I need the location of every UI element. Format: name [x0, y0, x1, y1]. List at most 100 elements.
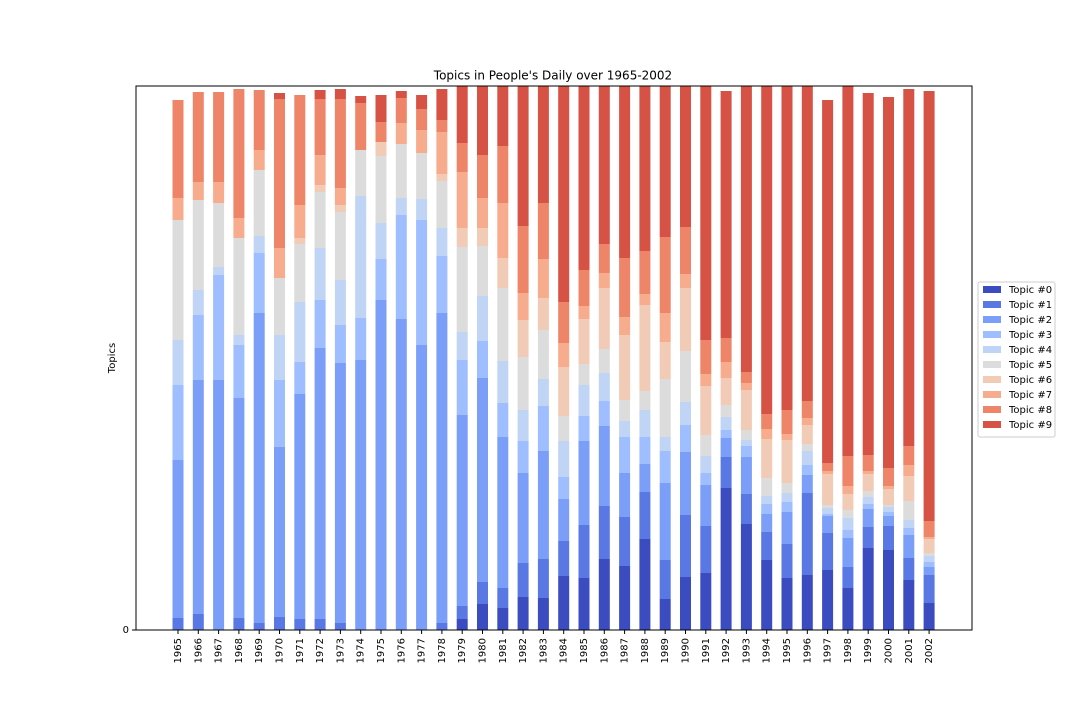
- bar-segment: [172, 618, 184, 630]
- legend-swatch: [983, 376, 1001, 383]
- x-tick-label: 1970: [275, 638, 286, 663]
- legend-label: Topic #9: [1008, 420, 1052, 431]
- bar-segment: [314, 348, 326, 619]
- legend-label: Topic #4: [1008, 345, 1052, 356]
- bar-segment: [883, 505, 894, 507]
- x-tick-label: 1977: [417, 638, 428, 663]
- x-tick-label: 1984: [559, 638, 570, 663]
- bar-segment: [700, 86, 712, 340]
- bar-segment: [314, 90, 326, 99]
- bar-segment: [497, 403, 509, 437]
- bar-segment: [578, 319, 590, 364]
- bar-segment: [375, 95, 387, 122]
- bar-segment: [375, 142, 387, 156]
- bar-segment: [578, 306, 590, 319]
- bar-segment: [720, 338, 732, 362]
- bar-segment: [294, 619, 306, 630]
- bar-segment: [781, 410, 793, 434]
- x-tick-label: 2001: [904, 638, 915, 663]
- bar-segment: [537, 203, 549, 259]
- bar-segment: [761, 439, 773, 478]
- bar-segment: [619, 400, 631, 421]
- bar-segment: [578, 525, 590, 578]
- bar-segment: [903, 520, 915, 528]
- bar-segment: [578, 416, 590, 441]
- bar-segment: [761, 514, 773, 532]
- x-tick-label: 1997: [823, 638, 834, 663]
- bar-segment: [334, 89, 346, 99]
- bar-segment: [680, 452, 691, 515]
- bar-segment: [842, 494, 854, 510]
- bar-segment: [314, 185, 326, 192]
- bar-segment: [436, 228, 448, 256]
- bar-segment: [334, 212, 346, 280]
- bar-segment: [213, 275, 225, 380]
- bar-segment: [497, 146, 509, 203]
- legend-label: Topic #5: [1008, 360, 1052, 371]
- bar-segment: [537, 598, 549, 630]
- bar-segment: [578, 86, 590, 270]
- bar-segment: [497, 437, 509, 588]
- bar-segment: [294, 394, 306, 619]
- bar-segment: [253, 170, 265, 236]
- x-tick-label: 1967: [214, 638, 225, 663]
- bar-segment: [801, 418, 813, 425]
- legend-label: Topic #3: [1008, 330, 1052, 341]
- bar-segment: [923, 537, 935, 539]
- bar-segment: [740, 524, 752, 630]
- bar-segment: [456, 606, 468, 619]
- bar-segment: [274, 380, 285, 447]
- bar-segment: [659, 379, 671, 437]
- bar-segment: [314, 99, 326, 155]
- bar-segment: [822, 533, 834, 570]
- bar-segment: [578, 364, 590, 385]
- bar-segment: [862, 491, 874, 497]
- bar-segment: [680, 86, 691, 227]
- bar-segment: [842, 538, 854, 567]
- plot-frame: [135, 85, 973, 631]
- bar-segment: [842, 456, 854, 486]
- bar-segment: [334, 205, 346, 212]
- x-tick-label: 1985: [579, 638, 590, 663]
- bar-segment: [801, 86, 813, 401]
- bar-segment: [375, 122, 387, 142]
- bar-segment: [781, 512, 793, 544]
- bar-segment: [619, 335, 631, 400]
- bar-segment: [761, 86, 773, 414]
- bar-segment: [842, 567, 854, 588]
- bar-segment: [801, 465, 813, 475]
- bar-segment: [720, 430, 732, 438]
- bar-segment: [436, 181, 448, 228]
- bar-segment: [375, 300, 387, 630]
- bar-segment: [598, 349, 610, 373]
- bar-segment: [253, 150, 265, 170]
- bar-segment: [253, 253, 265, 313]
- bar-segment: [801, 401, 813, 418]
- bar-segment: [294, 244, 306, 302]
- bar-segment: [558, 499, 570, 541]
- bar-segment: [456, 86, 468, 143]
- bar-segment: [720, 378, 732, 405]
- bar-segment: [395, 198, 407, 215]
- bar-segment: [334, 188, 346, 205]
- bar-segment: [862, 93, 874, 455]
- bar-segment: [720, 417, 732, 430]
- bar-segment: [497, 288, 509, 361]
- bar-segment: [416, 130, 428, 153]
- bar-segment: [334, 99, 346, 188]
- legend-swatch: [983, 331, 1001, 338]
- bar-segment: [598, 559, 610, 630]
- bar-segment: [700, 435, 712, 456]
- bar-segment: [700, 374, 712, 386]
- x-tick-label: 1995: [782, 638, 793, 663]
- bar-segment: [903, 501, 915, 520]
- bar-segment: [395, 319, 407, 630]
- bar-segment: [598, 373, 610, 401]
- bar-segment: [598, 506, 610, 559]
- bar-segment: [781, 86, 793, 410]
- bar-segment: [639, 294, 651, 305]
- bar-segment: [659, 483, 671, 560]
- bar-segment: [680, 577, 691, 630]
- bar-segment: [883, 512, 894, 516]
- bar-segment: [720, 457, 732, 488]
